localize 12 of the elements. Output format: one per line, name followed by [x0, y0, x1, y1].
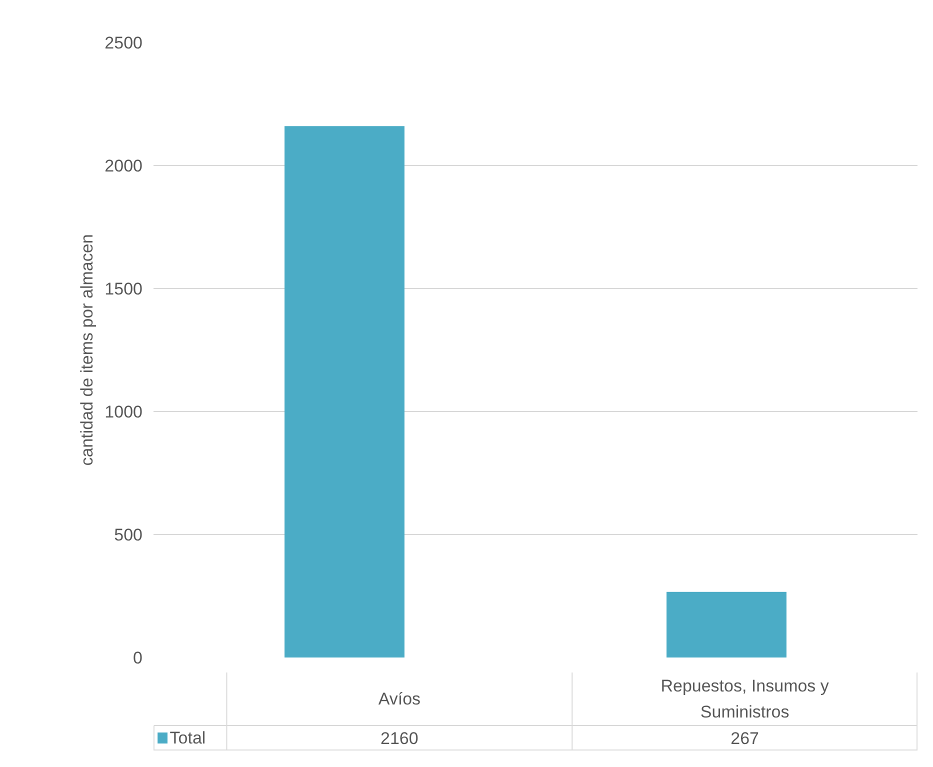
y-tick-label: 1000 — [104, 402, 143, 422]
y-tick-label: 2000 — [104, 156, 143, 176]
legend-label: Total — [170, 728, 206, 748]
y-axis-title: cantidad de items por almacen — [78, 234, 97, 466]
x-tick-label: Avíos — [378, 690, 421, 708]
data-label: 267 — [730, 729, 759, 748]
data-label: 2160 — [380, 729, 418, 748]
y-tick-label: 500 — [114, 526, 143, 544]
y-tick-label: 1500 — [104, 280, 143, 298]
x-tick-label: Repuestos, Insumos y Suministros — [660, 676, 830, 722]
y-tick-label: 0 — [133, 648, 143, 668]
y-tick-label: 2500 — [104, 34, 143, 52]
